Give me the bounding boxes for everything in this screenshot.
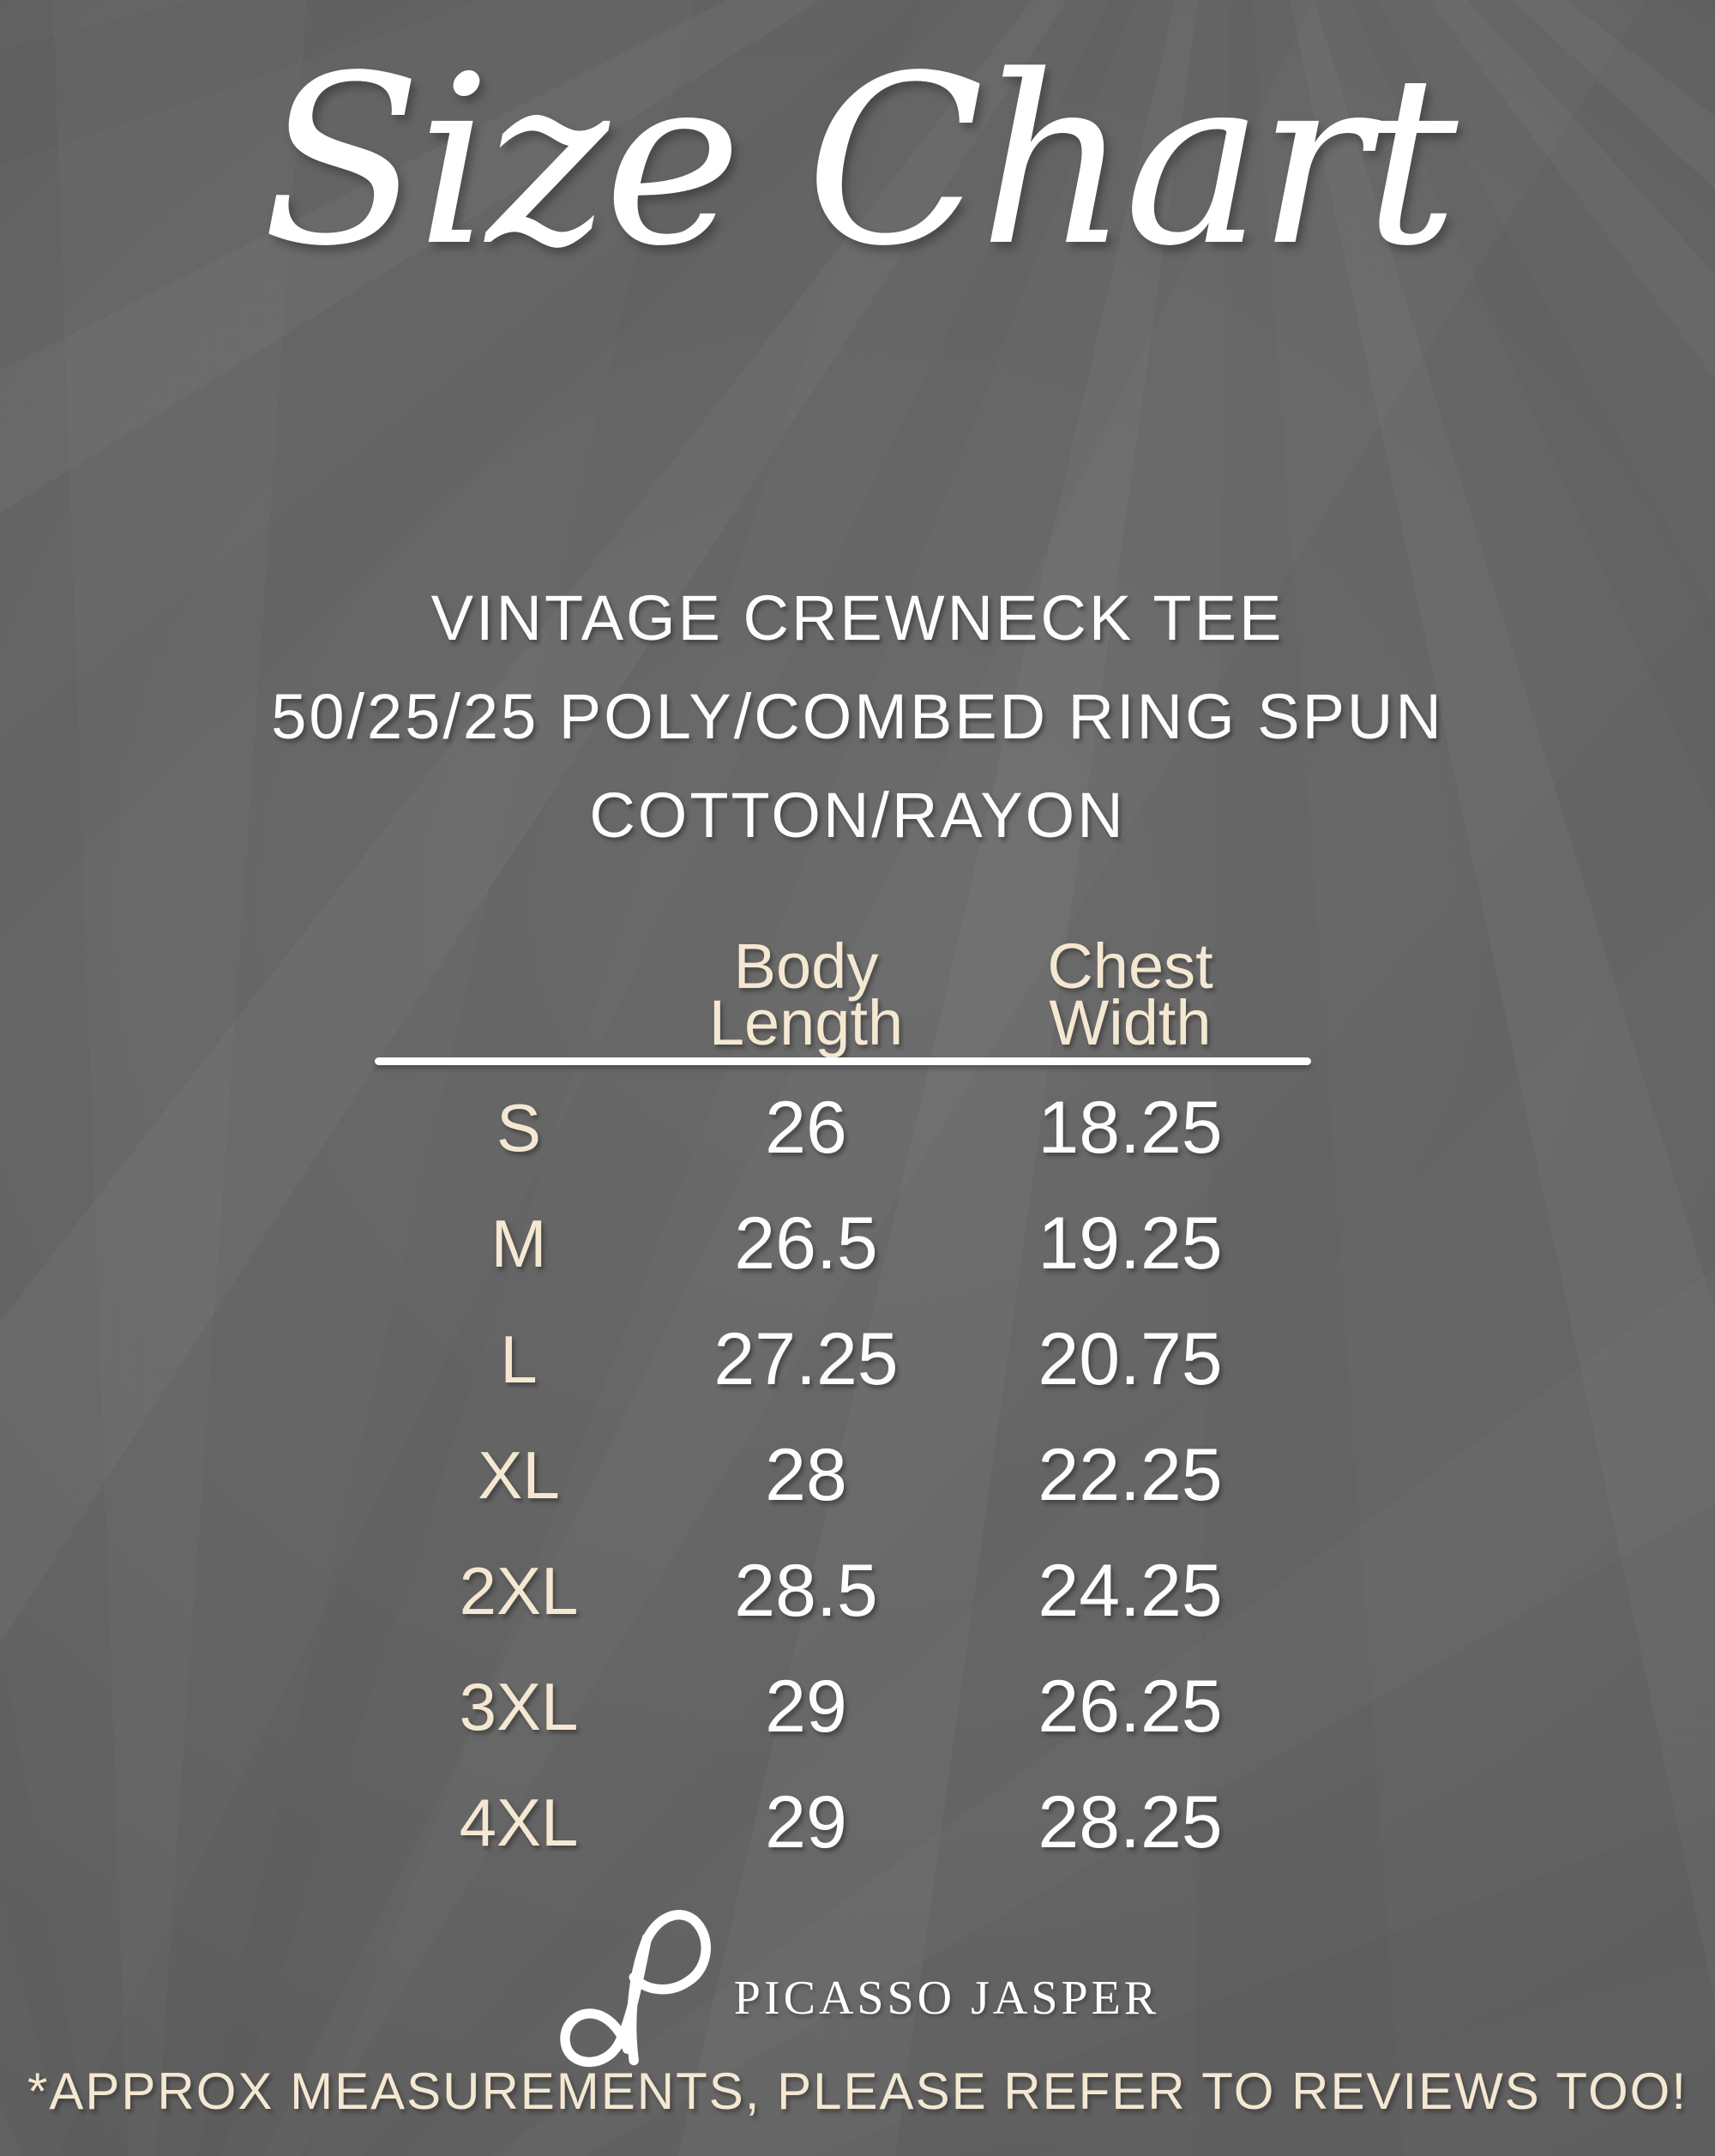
chest-width-value: 26.25 xyxy=(1038,1665,1223,1748)
brand-lockup: PICASSO JASPER xyxy=(0,1906,1715,2069)
size-label: S xyxy=(496,1090,542,1165)
chest-width-value: 24.25 xyxy=(1038,1550,1223,1632)
body-length-value: 29 xyxy=(765,1665,847,1748)
body-length-value: 27.25 xyxy=(713,1318,899,1400)
page-title: Size Chart xyxy=(262,27,1459,298)
chest-width-value: 18.25 xyxy=(1038,1087,1223,1169)
col-header-label: Body Length xyxy=(708,930,904,1058)
size-table: Body Length Chest Width S 26 18.25 M 26.… xyxy=(375,919,1311,1881)
chest-width-value: 28.25 xyxy=(1038,1781,1223,1864)
subtitle-line: COTTON/RAYON xyxy=(589,780,1126,851)
header-divider-line xyxy=(375,1057,1311,1065)
body-length-value: 28.5 xyxy=(734,1550,878,1632)
col-header-body-length: Body Length xyxy=(663,919,949,1058)
subtitle-line: 50/25/25 POLY/COMBED RING SPUN xyxy=(271,681,1444,752)
body-length-value: 29 xyxy=(765,1781,847,1864)
body-length-value: 28 xyxy=(765,1434,847,1516)
size-label: XL xyxy=(478,1437,560,1513)
body-length-value: 26.5 xyxy=(734,1202,878,1285)
size-label: L xyxy=(500,1322,538,1397)
col-header-chest-width: Chest Width xyxy=(949,919,1311,1058)
size-label: 2XL xyxy=(459,1553,579,1629)
chest-width-value: 20.75 xyxy=(1038,1318,1223,1400)
brand-name: PICASSO JASPER xyxy=(733,1972,1160,2025)
product-description: VINTAGE CREWNECK TEE 50/25/25 POLY/COMBE… xyxy=(0,569,1715,864)
size-label: 3XL xyxy=(459,1669,579,1744)
script-p-icon xyxy=(560,1910,711,2068)
col-header-label: Chest Width xyxy=(1047,930,1213,1058)
size-label: M xyxy=(490,1206,547,1281)
footer-note: *APPROX MEASUREMENTS, PLEASE REFER TO RE… xyxy=(27,2063,1688,2120)
col-header-size xyxy=(375,919,663,1051)
chest-width-value: 19.25 xyxy=(1038,1202,1223,1285)
chest-width-value: 22.25 xyxy=(1038,1434,1223,1516)
subtitle-line: VINTAGE CREWNECK TEE xyxy=(430,582,1285,653)
size-label: 4XL xyxy=(459,1785,579,1860)
body-length-value: 26 xyxy=(765,1087,847,1169)
